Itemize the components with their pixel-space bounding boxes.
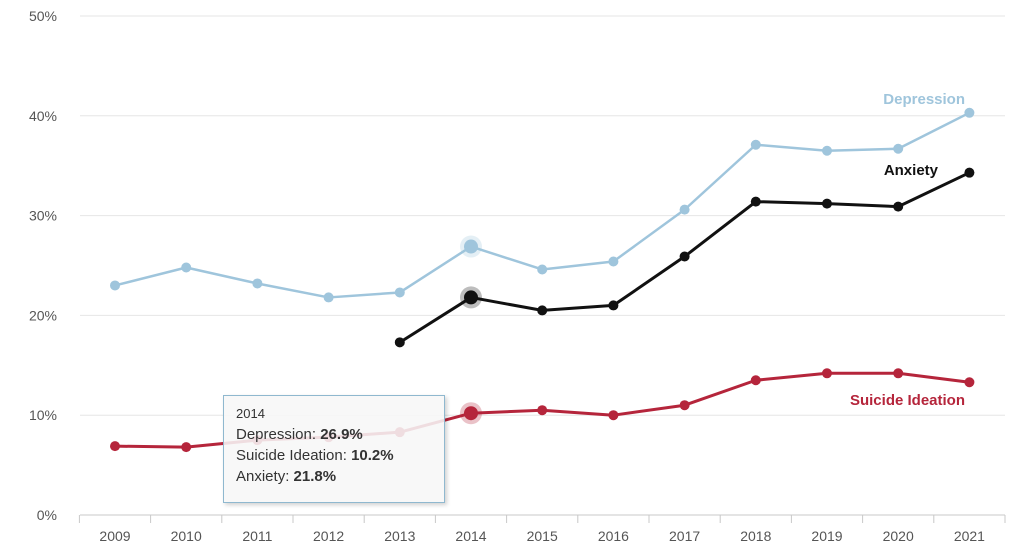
data-point-depression — [608, 256, 619, 267]
data-point-suicide — [537, 405, 548, 416]
data-point-suicide — [679, 400, 690, 411]
y-tick-label: 0% — [37, 507, 57, 523]
data-point-depression — [893, 143, 904, 154]
tooltip-label: Depression: — [236, 426, 321, 443]
x-tick-label: 2010 — [171, 528, 202, 544]
tooltip-label: Anxiety: — [236, 468, 294, 485]
x-tick-label: 2017 — [669, 528, 700, 544]
series-label-anxiety: Anxiety — [884, 162, 939, 179]
chart-tooltip: 2014 Depression: 26.9% Suicide Ideation:… — [223, 395, 445, 503]
tooltip-label: Suicide Ideation: — [236, 447, 352, 464]
data-point-depression — [464, 239, 478, 254]
x-tick-label: 2018 — [740, 528, 771, 544]
tooltip-value: 21.8% — [293, 468, 337, 485]
data-point-depression — [679, 204, 690, 215]
data-point-anxiety — [750, 196, 761, 207]
data-point-suicide — [181, 442, 192, 453]
data-point-anxiety — [893, 201, 904, 212]
data-point-suicide — [964, 377, 975, 388]
data-point-depression — [822, 145, 832, 156]
y-tick-label: 40% — [29, 108, 57, 124]
y-tick-label: 10% — [29, 407, 57, 423]
x-tick-label: 2020 — [883, 528, 914, 544]
y-tick-label: 20% — [29, 307, 57, 323]
x-tick-label: 2013 — [384, 528, 415, 544]
tooltip-row-depression: Depression: 26.9% — [236, 424, 432, 445]
data-point-anxiety — [394, 337, 405, 348]
x-tick-label: 2009 — [99, 528, 130, 544]
data-point-suicide — [893, 368, 904, 379]
x-tick-label: 2019 — [811, 528, 842, 544]
x-tick-label: 2016 — [598, 528, 629, 544]
data-point-depression — [750, 139, 761, 150]
data-point-depression — [181, 262, 192, 273]
data-point-anxiety — [679, 251, 690, 262]
data-point-anxiety — [822, 198, 832, 209]
data-point-suicide — [110, 441, 120, 452]
y-tick-label: 50% — [29, 8, 57, 24]
data-point-depression — [110, 280, 120, 291]
y-tick-label: 30% — [29, 208, 57, 224]
data-point-anxiety — [608, 300, 619, 311]
data-point-depression — [537, 264, 548, 275]
series-label-depression: Depression — [883, 91, 965, 108]
x-tick-label: 2012 — [313, 528, 344, 544]
tooltip-value: 26.9% — [320, 426, 363, 443]
series-label-suicide: Suicide Ideation — [850, 392, 965, 409]
data-point-depression — [252, 278, 263, 289]
x-tick-label: 2015 — [527, 528, 558, 544]
data-point-suicide — [608, 410, 619, 421]
x-tick-label: 2014 — [455, 528, 486, 544]
data-point-depression — [323, 292, 334, 303]
tooltip-value: 10.2% — [351, 447, 394, 464]
data-point-suicide — [750, 375, 761, 386]
data-point-anxiety — [464, 290, 478, 305]
data-point-anxiety — [964, 167, 975, 178]
tooltip-year: 2014 — [236, 406, 265, 421]
tooltip-row-suicide-ideation: Suicide Ideation: 10.2% — [236, 445, 432, 466]
data-point-depression — [394, 287, 405, 298]
data-point-depression — [964, 107, 975, 118]
data-point-anxiety — [537, 305, 548, 316]
data-point-suicide — [464, 406, 478, 421]
data-point-suicide — [822, 368, 832, 379]
x-tick-label: 2021 — [954, 528, 985, 544]
x-tick-label: 2011 — [242, 528, 272, 544]
tooltip-row-anxiety: Anxiety: 21.8% — [236, 466, 432, 487]
